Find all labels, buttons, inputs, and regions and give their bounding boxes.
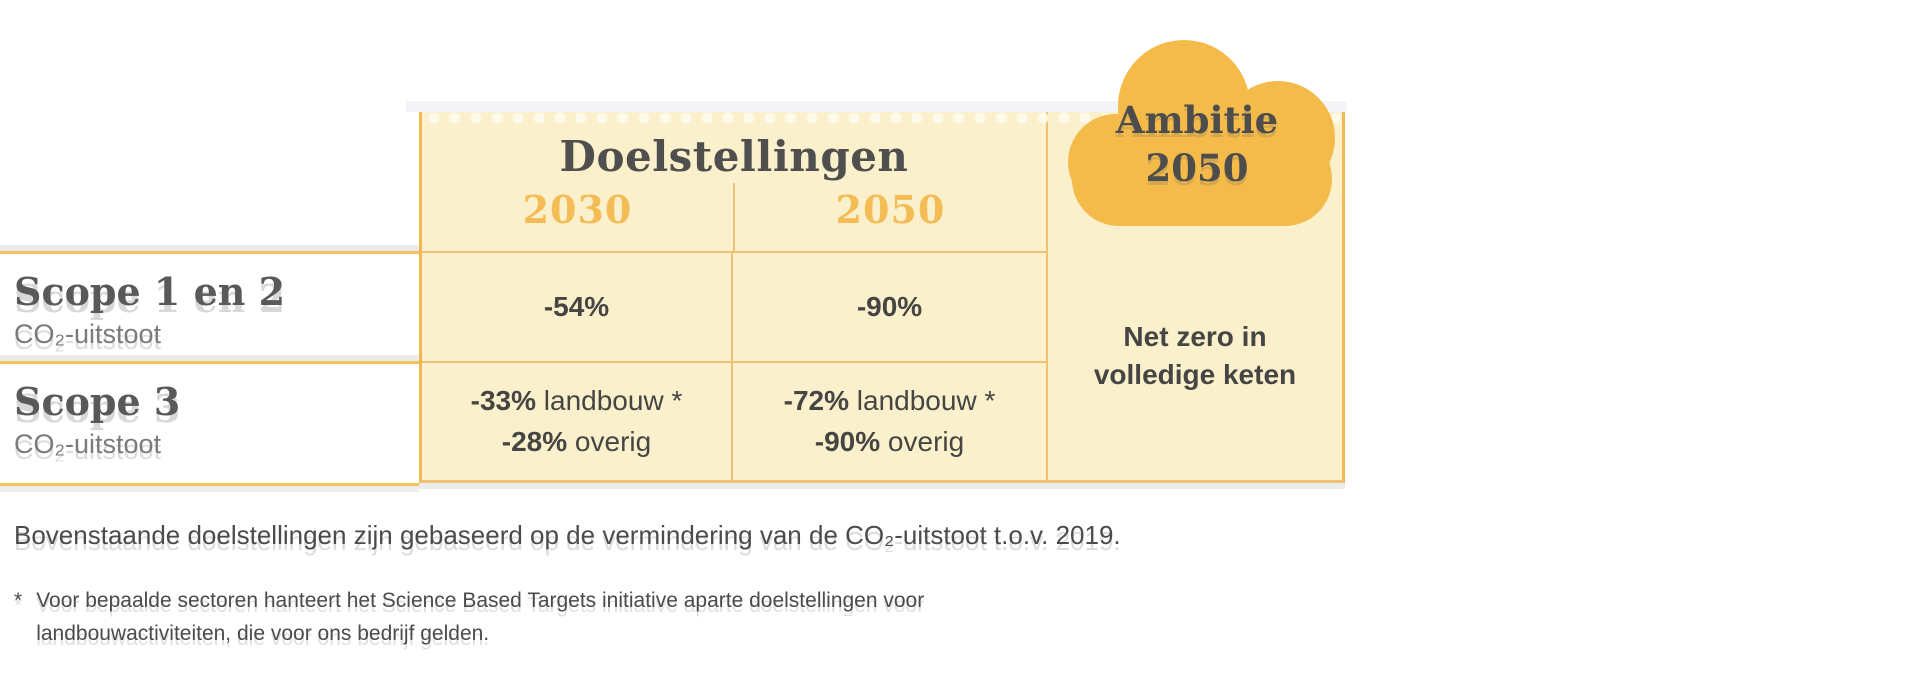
- scope12-label: Scope 1 en 2: [14, 269, 286, 314]
- scope3-sublabel: CO₂-uitstoot: [14, 428, 162, 459]
- cell-scope3-2030: -33% landbouw * -28% overig: [422, 361, 733, 480]
- cell-line: -72% landbouw *: [784, 381, 996, 422]
- ambitie-cloud-text: Ambitie 2050: [1064, 34, 1340, 226]
- footnote-marker: *: [14, 589, 23, 612]
- footnote: * Voor bepaalde sectoren hanteert het Sc…: [14, 585, 1026, 650]
- cell-line: -90% overig: [815, 422, 964, 463]
- cell-value: -90%: [856, 290, 923, 322]
- cell-line: -90%: [857, 287, 922, 328]
- cell-line: -54%: [544, 287, 609, 328]
- column-header-2050: 2050: [835, 187, 946, 232]
- scope12-sublabel: CO₂-uitstoot: [14, 318, 162, 349]
- year-columns: 2030 2050: [422, 183, 1046, 251]
- cell-value-suffix: landbouw *: [536, 384, 683, 416]
- table-top-shadow: [406, 101, 1347, 112]
- cell-value-suffix: overig: [567, 425, 652, 457]
- footnote-text: Voor bepaalde sectoren hanteert het Scie…: [36, 589, 925, 645]
- cell-value: -54%: [543, 290, 610, 322]
- ambitie-cloud-badge: Ambitie 2050: [1064, 34, 1340, 226]
- cloud-icon: [1068, 40, 1335, 226]
- cell-value: -72%: [783, 384, 850, 416]
- ambitie-title-line1: Ambitie: [1115, 97, 1279, 142]
- cell-scope3-2050: -72% landbouw * -90% overig: [733, 361, 1046, 480]
- table-header: Doelstellingen 2030 2050: [422, 112, 1046, 251]
- baseline-note: Bovenstaande doelstellingen zijn gebasee…: [14, 520, 1121, 550]
- ambitie-cell: Net zero in volledige keten: [1046, 112, 1342, 480]
- ambitie-value: Net zero in volledige keten: [1093, 321, 1297, 390]
- cell-line: -33% landbouw *: [471, 381, 683, 422]
- cell-scope12-2050: -90%: [733, 251, 1046, 361]
- row-label-scope3: Scope 3 CO₂-uitstoot: [0, 361, 419, 486]
- row-label-scope12: Scope 1 en 2 CO₂-uitstoot: [0, 251, 419, 361]
- cell-scope12-2030: -54%: [422, 251, 733, 361]
- column-header-2030: 2030: [422, 183, 735, 251]
- ambitie-title-line2: 2050: [1145, 146, 1249, 190]
- cell-line: -28% overig: [502, 422, 651, 463]
- table-title: Doelstellingen: [559, 132, 909, 181]
- cell-value: -33%: [470, 384, 537, 416]
- cell-value-suffix: overig: [880, 425, 965, 457]
- cell-value: -28%: [501, 425, 568, 457]
- scope3-label: Scope 3: [14, 379, 181, 424]
- cell-value: -90%: [814, 425, 881, 457]
- cell-value-suffix: landbouw *: [849, 384, 996, 416]
